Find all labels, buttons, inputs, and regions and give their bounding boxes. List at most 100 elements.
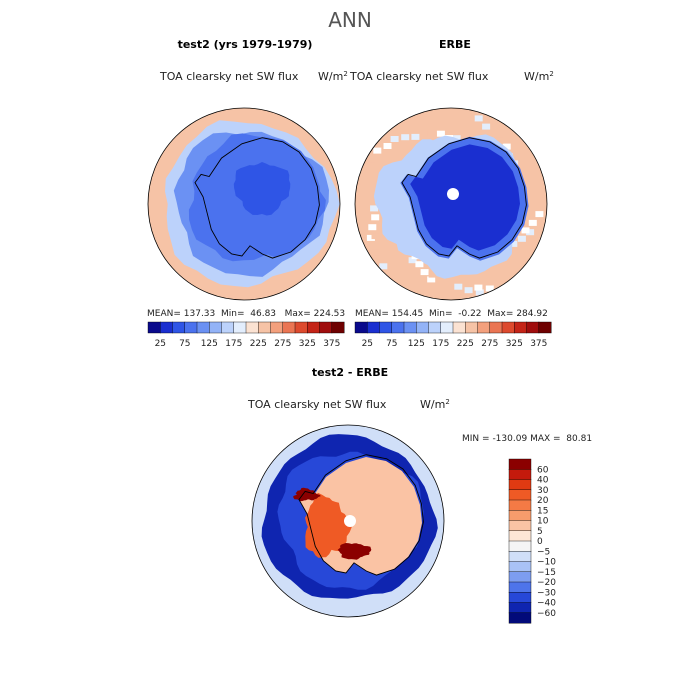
colorbar-tick-label: 25 xyxy=(362,339,373,349)
zone-ocean-patch xyxy=(370,205,379,212)
map-field xyxy=(252,425,444,617)
map-border xyxy=(354,107,548,301)
colorbar-swatch xyxy=(508,561,532,573)
zone-ocean-patch xyxy=(379,263,388,270)
colorbar-tick-label: 20 xyxy=(537,496,549,506)
colorbar-swatch xyxy=(514,321,528,334)
colorbar-swatch xyxy=(508,469,532,481)
colorbar-swatch xyxy=(465,321,479,334)
zone-ross-ice-shelf xyxy=(337,543,372,560)
colorbar-swatch xyxy=(282,321,296,334)
colorbar-tick-label: 375 xyxy=(323,339,340,349)
zone-ocean-patch xyxy=(409,129,418,136)
colorbar-tick-label: 40 xyxy=(537,476,549,486)
zone-ocean-patch xyxy=(444,284,453,290)
colorbar-swatch xyxy=(391,321,405,334)
colorbar-tick-label: 15 xyxy=(537,506,548,516)
colorbar-swatch xyxy=(221,321,235,334)
colorbar-tick-label: 175 xyxy=(432,339,449,349)
colorbar-tick-label: 0 xyxy=(537,537,543,547)
colorbar-tick-label: 25 xyxy=(155,339,166,349)
zone-ocean-patch xyxy=(436,130,445,137)
zone-ocean-patch xyxy=(475,289,484,296)
colorbar-tick-label: −10 xyxy=(537,558,556,568)
colorbar-tick-label: −15 xyxy=(537,568,556,578)
zone-ocean-patch xyxy=(452,135,461,142)
colorbar-tick-label: −30 xyxy=(537,588,556,598)
panel1-title: test2 (yrs 1979-1979) xyxy=(177,38,313,51)
map-field xyxy=(148,108,340,300)
zone-ocean-patch xyxy=(526,229,535,236)
colorbar-swatch xyxy=(508,571,532,583)
colorbar-swatch xyxy=(508,602,532,614)
zone-ocean-patch xyxy=(420,269,429,276)
colorbar-tick-label: 60 xyxy=(537,465,549,475)
panel2-variable: TOA clearsky net SW flux xyxy=(350,70,489,83)
colorbar-swatch xyxy=(147,321,161,334)
zone-ocean-patch xyxy=(484,119,493,126)
zone-ocean-patch xyxy=(428,132,437,139)
zone-continent-interior xyxy=(233,162,291,216)
colorbar-tick-label: 275 xyxy=(274,339,291,349)
zone-ocean-patch xyxy=(482,123,491,130)
colorbar-swatch xyxy=(508,499,532,511)
zone-ocean-patch xyxy=(495,137,504,144)
colorbar-swatch xyxy=(209,321,223,334)
zone-ocean-patch xyxy=(464,287,473,294)
colorbar-swatch xyxy=(508,510,532,522)
zone-ocean-patch xyxy=(502,143,511,150)
zone-ocean-patch xyxy=(419,130,428,137)
panel1-variable: TOA clearsky net SW flux xyxy=(160,70,299,83)
colorbar-swatch xyxy=(403,321,417,334)
zone-ocean-patch xyxy=(436,278,444,285)
zone-ocean-patch xyxy=(411,133,420,140)
colorbar-swatch xyxy=(270,321,284,334)
colorbar-tick-label: 325 xyxy=(299,339,316,349)
zone-ocean-patch xyxy=(371,233,380,240)
colorbar-tick-label: 10 xyxy=(537,517,549,527)
colorbar-swatch xyxy=(440,321,454,334)
page-title: ANN xyxy=(328,8,372,32)
colorbar-swatch xyxy=(508,592,532,604)
zone-ocean-patch xyxy=(366,234,375,241)
colorbar-swatch xyxy=(428,321,442,334)
zone-west-antarctica xyxy=(305,492,352,558)
zone-ocean-patch xyxy=(428,271,437,278)
zone-ocean-patch xyxy=(408,257,417,264)
colorbar-swatch xyxy=(508,540,532,552)
panel3-stats: MIN = -130.09 MAX = 80.81 xyxy=(462,434,593,444)
zone-ocean-patch xyxy=(454,283,463,290)
colorbar-swatch xyxy=(319,321,333,334)
colorbar-swatch xyxy=(489,321,503,334)
colorbar-swatch xyxy=(538,321,552,334)
colorbar-tick-label: 175 xyxy=(225,339,242,349)
colorbar-tick-label: 275 xyxy=(481,339,498,349)
colorbar-swatch xyxy=(508,489,532,501)
zone-pole-missing xyxy=(447,188,459,200)
zone-ocean-patch xyxy=(371,214,380,221)
panel2-units: W/m2 xyxy=(524,70,554,83)
colorbar-tick-label: −60 xyxy=(537,609,556,619)
panel2-colorbar: 25 75 125 175 225 275 325 375 xyxy=(354,321,552,349)
zone-ocean-patch xyxy=(474,115,483,122)
colorbar-swatch xyxy=(508,530,532,542)
colorbar-tick-label: 30 xyxy=(537,486,549,496)
zone-ocean-patch xyxy=(485,285,494,292)
coastline xyxy=(298,454,424,576)
map-border xyxy=(147,107,341,301)
zone-ocean-patch xyxy=(383,143,392,149)
colorbar-swatch xyxy=(452,321,466,334)
colorbar-swatch xyxy=(416,321,430,334)
colorbar-tick-label: 225 xyxy=(250,339,267,349)
colorbar-swatch xyxy=(196,321,210,334)
panel1-units: W/m2 xyxy=(318,70,348,83)
coastline xyxy=(401,137,527,259)
colorbar-swatch xyxy=(294,321,308,334)
colorbar-swatch xyxy=(307,321,321,334)
colorbar-swatch xyxy=(258,321,272,334)
colorbar-swatch xyxy=(508,612,532,624)
colorbar-swatch xyxy=(508,551,532,563)
colorbar-swatch xyxy=(508,458,532,470)
colorbar-swatch xyxy=(367,321,381,334)
panel3-variable: TOA clearsky net SW flux xyxy=(248,398,387,411)
